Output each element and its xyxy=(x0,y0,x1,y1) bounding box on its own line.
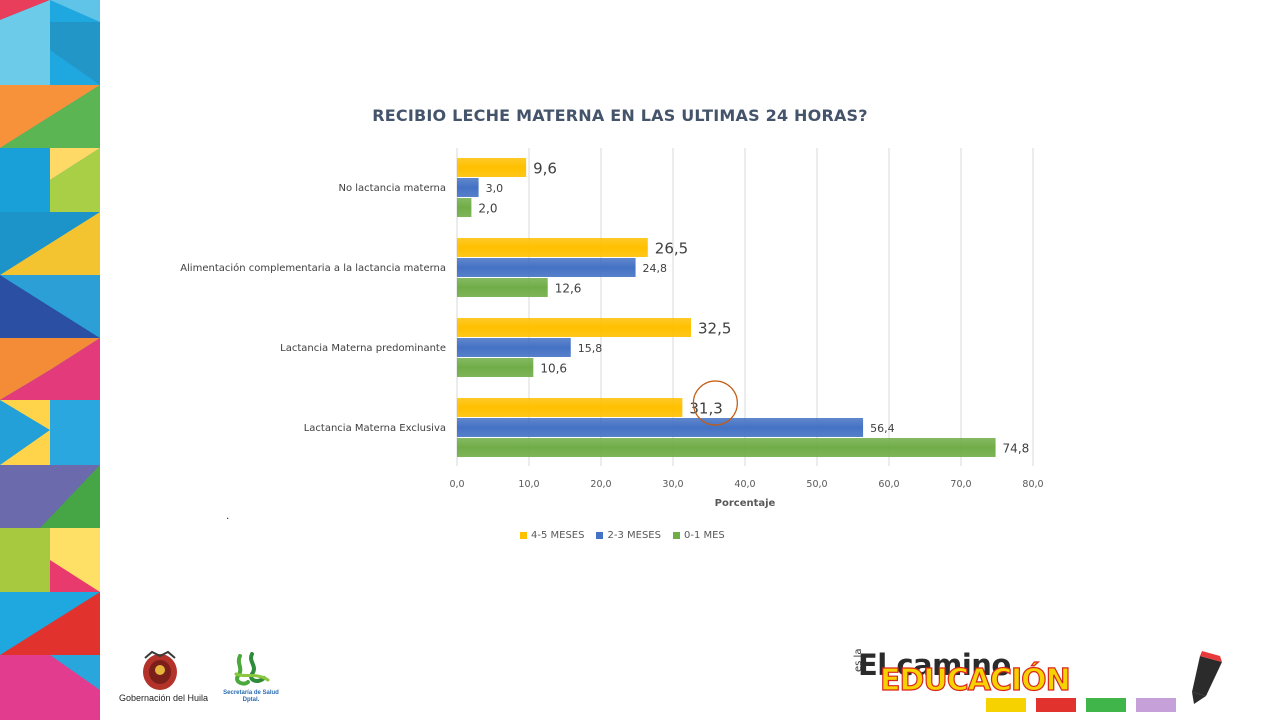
health-secretariat-label: Secretaría de Salud Dptal. xyxy=(216,690,286,704)
data-label: 9,6 xyxy=(533,159,557,177)
decorative-side-strip xyxy=(0,0,100,720)
coat-of-arms-icon xyxy=(143,650,177,690)
data-label: 26,5 xyxy=(655,239,688,257)
legend-swatch-4-5-meses xyxy=(520,532,527,539)
chart-legend: 4-5 MESES 2-3 MESES 0-1 MES xyxy=(520,530,725,541)
bar-4-5-meses xyxy=(457,238,648,257)
x-tick-label: 80,0 xyxy=(1022,479,1043,490)
highlight-circle xyxy=(692,380,738,426)
brand-tile-yellow xyxy=(986,698,1026,712)
bar-2-3-meses xyxy=(457,178,479,197)
brand-prefix: es la xyxy=(853,648,864,672)
bar-2-3-meses xyxy=(457,338,571,357)
bar-0-1-mes xyxy=(457,438,996,457)
legend-item: 2-3 MESES xyxy=(596,530,661,541)
bar-2-3-meses xyxy=(457,418,864,437)
bar-0-1-mes xyxy=(457,278,548,297)
data-label: 15,8 xyxy=(578,342,603,355)
legend-item: 4-5 MESES xyxy=(520,530,584,541)
brand-tile-red xyxy=(1036,698,1076,712)
legend-label: 0-1 MES xyxy=(683,530,725,541)
category-label: No lactancia materna xyxy=(339,183,447,194)
bar-4-5-meses xyxy=(457,158,527,177)
health-secretariat-icon xyxy=(234,652,270,686)
brand-tile-green xyxy=(1086,698,1126,712)
category-labels: No lactancia materna Alimentación complem… xyxy=(180,183,446,434)
brand-tile-purple xyxy=(1136,698,1176,712)
brand-logo xyxy=(986,651,1222,712)
legend-swatch-0-1-mes xyxy=(672,532,680,539)
x-axis-label: Porcentaje xyxy=(715,498,776,509)
data-label: 10,6 xyxy=(540,361,567,375)
data-label: 56,4 xyxy=(870,422,895,435)
x-tick-label: 30,0 xyxy=(662,479,683,490)
gobernacion-label: Gobernación del Huila xyxy=(119,693,209,703)
data-label: 3,0 xyxy=(486,182,504,195)
brand-line1: El camino xyxy=(858,648,1011,682)
legend-label: 2-3 MESES xyxy=(607,530,661,541)
data-label: 31,3 xyxy=(689,399,722,417)
legend-item: 0-1 MES xyxy=(672,530,725,541)
bar-2-3-meses xyxy=(457,258,636,277)
x-tick-label: 40,0 xyxy=(734,479,755,490)
bars xyxy=(457,158,996,457)
health-secretariat-line: Secretaría de Salud xyxy=(223,690,279,696)
data-label: 74,8 xyxy=(1003,441,1030,455)
x-tick-label: 60,0 xyxy=(878,479,899,490)
data-label: 24,8 xyxy=(643,262,668,275)
category-label: Alimentación complementaria a la lactanc… xyxy=(180,262,446,274)
brand-line2: EDUCACIÓN xyxy=(879,663,1071,698)
bar-4-5-meses xyxy=(457,398,683,417)
footer-logos xyxy=(143,650,270,690)
bar-0-1-mes xyxy=(457,198,472,217)
health-secretariat-line: Dptal. xyxy=(242,697,260,703)
data-label: 32,5 xyxy=(698,319,731,337)
x-tick-label: 50,0 xyxy=(806,479,827,490)
x-tick-label: 10,0 xyxy=(518,479,539,490)
legend-label: 4-5 MESES xyxy=(531,530,585,541)
chart-title: RECIBIO LECHE MATERNA EN LAS ULTIMAS 24 … xyxy=(372,106,868,125)
data-label: 12,6 xyxy=(555,281,582,295)
x-tick-label: 20,0 xyxy=(590,479,611,490)
bar-0-1-mes xyxy=(457,358,534,377)
category-label: Lactancia Materna predominante xyxy=(280,343,446,354)
data-label: 2,0 xyxy=(478,201,497,215)
bar-4-5-meses xyxy=(457,318,691,337)
x-tick-labels: 0,0 10,0 20,0 30,0 40,0 50,0 60,0 70,0 80,0 xyxy=(449,479,1043,490)
pencil-icon xyxy=(1192,651,1222,704)
category-label: Lactancia Materna Exclusiva xyxy=(304,423,446,434)
legend-swatch-2-3-meses xyxy=(596,532,604,539)
x-tick-label: 0,0 xyxy=(449,479,464,490)
note-dot: . xyxy=(226,508,230,522)
data-labels: 9,6 3,0 2,0 26,5 24,8 12,6 32,5 15,8 10,6 31,3 56,… xyxy=(478,159,1029,455)
x-tick-label: 70,0 xyxy=(950,479,971,490)
